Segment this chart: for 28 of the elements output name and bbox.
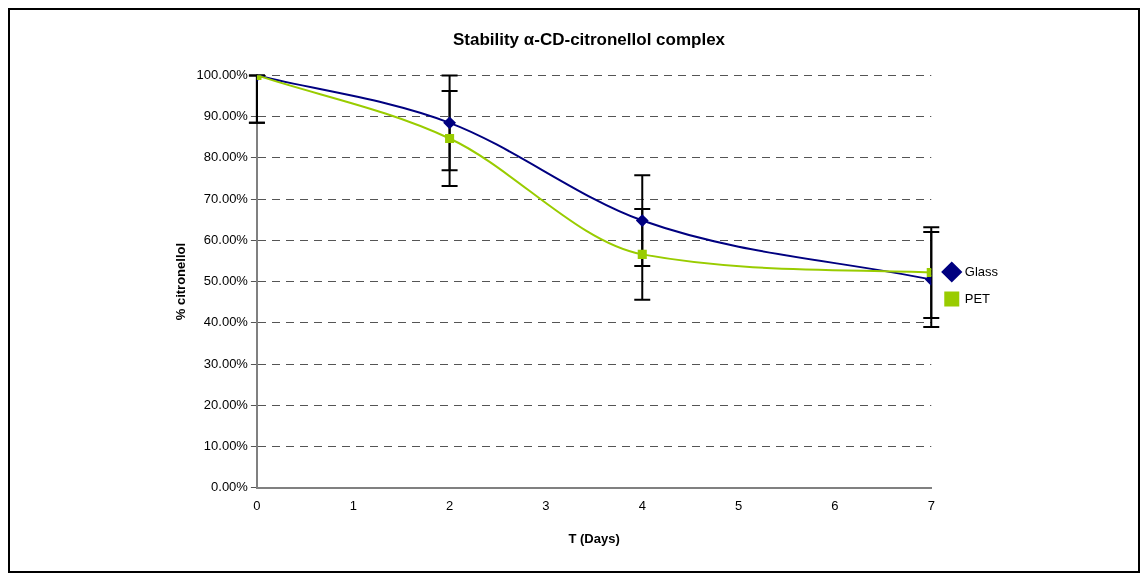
x-tick-label: 4 xyxy=(638,498,646,514)
y-tick-label: 60.00% xyxy=(203,231,249,247)
legend-label: Glass xyxy=(964,263,999,279)
y-tick-label: 20.00% xyxy=(203,396,249,412)
x-axis-title: T (Days) xyxy=(568,530,620,546)
y-tick-label: 10.00% xyxy=(203,438,249,454)
x-tick-label: 7 xyxy=(927,498,935,514)
x-tick-label: 3 xyxy=(542,498,550,514)
x-tick-label: 2 xyxy=(445,498,454,514)
legend-label: PET xyxy=(964,290,991,306)
y-tick-label: 90.00% xyxy=(203,108,249,124)
y-tick-label: 70.00% xyxy=(203,190,249,206)
x-tick-label: 6 xyxy=(831,498,839,514)
y-tick-label: 100.00% xyxy=(196,66,249,82)
y-tick-label: 40.00% xyxy=(203,314,249,330)
x-tick-label: 0 xyxy=(253,498,261,514)
point xyxy=(443,116,456,129)
y-axis-title: % citronellol xyxy=(173,242,189,321)
point xyxy=(445,133,455,144)
point xyxy=(637,249,647,259)
y-tick-label: 50.00% xyxy=(203,273,249,289)
y-tick-label: 0.00% xyxy=(211,479,249,495)
y-tick-label: 80.00% xyxy=(203,149,249,165)
x-tick-label: 5 xyxy=(734,498,743,514)
point xyxy=(636,214,649,227)
chart-title: Stability α-CD-citronellol complex xyxy=(452,29,726,49)
x-tick-label: 1 xyxy=(349,498,357,514)
y-tick-label: 30.00% xyxy=(203,355,249,371)
